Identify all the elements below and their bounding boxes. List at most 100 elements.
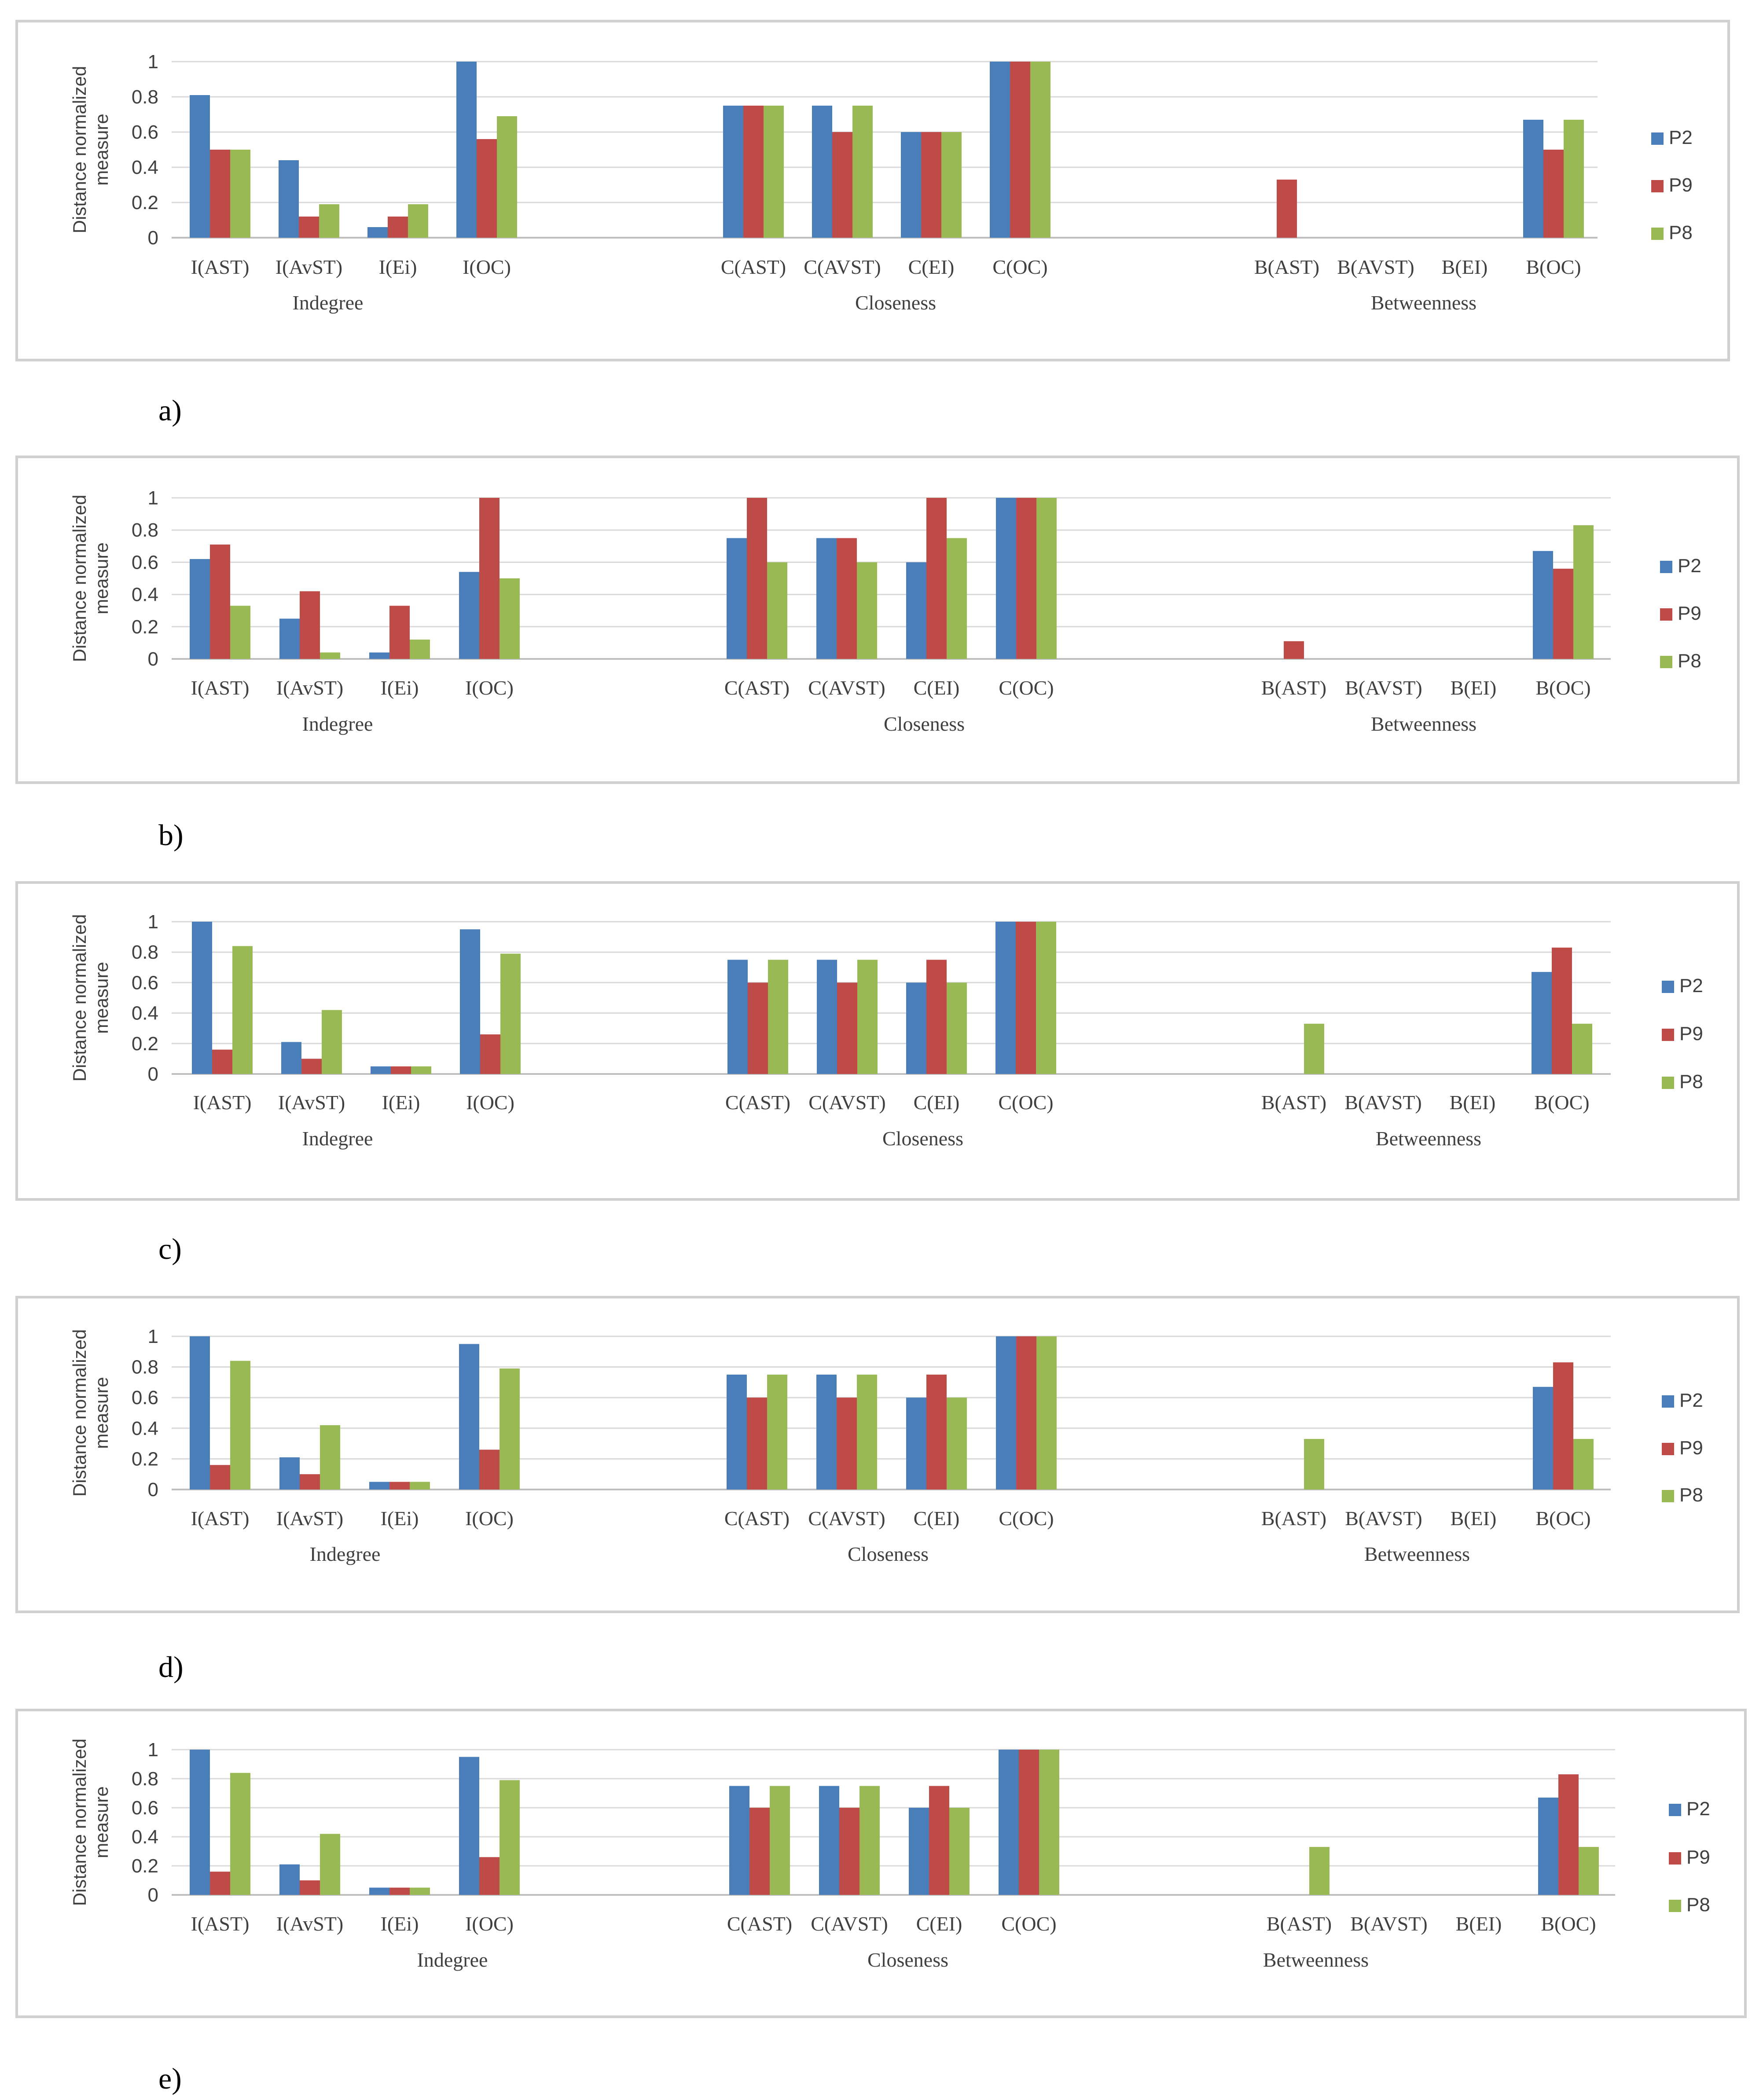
bar-p9-coc [1016, 498, 1036, 659]
bar-p8-cavst [859, 1786, 880, 1895]
bar-p8-cei [947, 1398, 967, 1489]
bar-p2-cei [906, 982, 926, 1074]
y-axis-label: Distance normalized measure [69, 1739, 112, 1906]
category-label: I(Ei) [382, 1091, 420, 1114]
bar-p9-boc [1553, 1362, 1573, 1489]
bar-p9-cast [747, 1398, 767, 1489]
bar-p8-bast [1309, 1847, 1330, 1895]
category-label: B(EI) [1451, 1507, 1497, 1530]
bar-p2-cavst [817, 960, 837, 1074]
bar-p9-boc [1552, 947, 1572, 1074]
category-label: B(AVST) [1345, 1507, 1422, 1530]
y-tick-label: 0.2 [132, 1033, 158, 1055]
category-label: I(AvST) [276, 1912, 343, 1935]
bar-p9-iei [391, 1066, 411, 1074]
bar-p9-coc [1010, 62, 1030, 238]
legend-label-p9: P9 [1678, 603, 1701, 624]
y-tick-label: 0.4 [132, 1418, 158, 1439]
y-tick-label: 1 [148, 1739, 158, 1761]
y-axis-label: Distance normalized measure [69, 66, 112, 234]
bar-p8-iavst [322, 1010, 342, 1074]
legend-swatch-p8 [1669, 1900, 1681, 1912]
bar-p2-iavst [279, 1864, 300, 1895]
bar-p2-cavst [816, 538, 837, 659]
bar-p8-ioc [500, 578, 520, 659]
bar-p8-iast [230, 1773, 250, 1895]
group-label: Indegree [293, 291, 364, 314]
category-label: B(AST) [1261, 1507, 1326, 1530]
bar-p8-boc [1573, 525, 1594, 659]
category-label: B(EI) [1450, 1091, 1496, 1114]
bar-p9-cavst [832, 132, 852, 238]
y-tick-label: 0.2 [132, 616, 158, 638]
bar-p9-ioc [480, 1034, 500, 1074]
bar-p8-ioc [500, 953, 521, 1074]
y-tick-label: 0 [148, 227, 158, 249]
legend-label-p8: P8 [1669, 222, 1693, 243]
bar-p9-cavst [839, 1808, 859, 1895]
category-label: B(EI) [1456, 1912, 1502, 1935]
category-label: C(EI) [914, 677, 960, 699]
bar-p2-coc [996, 498, 1016, 659]
bar-p2-ioc [456, 62, 477, 238]
y-tick-label: 1 [148, 487, 158, 509]
legend-swatch-p8 [1660, 656, 1672, 668]
legend-label-p2: P2 [1686, 1798, 1710, 1820]
bar-p8-iavst [320, 652, 340, 659]
category-label: C(OC) [999, 677, 1054, 699]
y-tick-label: 0.6 [132, 1797, 158, 1819]
y-axis-label: Distance normalized measure [69, 914, 112, 1082]
bar-p2-boc [1533, 551, 1553, 659]
bar-p9-boc [1543, 150, 1564, 238]
bar-p9-boc [1558, 1774, 1579, 1895]
category-label: B(EI) [1451, 677, 1497, 699]
bar-p2-ioc [459, 572, 479, 659]
panel-label: c) [158, 1232, 182, 1265]
bar-p8-cavst [857, 1375, 877, 1489]
bar-p8-cast [764, 106, 784, 238]
category-label: I(AvST) [275, 256, 342, 278]
bar-p2-cei [909, 1808, 929, 1895]
category-label: C(AST) [724, 677, 790, 699]
bar-p8-cavst [857, 562, 877, 659]
category-label: C(AVST) [804, 256, 881, 278]
bar-p8-bast [1304, 1439, 1324, 1489]
bar-p9-cavst [837, 1398, 857, 1489]
group-label: Betweenness [1371, 713, 1477, 735]
legend-swatch-p2 [1662, 1395, 1674, 1408]
bar-p2-cast [729, 1786, 749, 1895]
bar-p8-cast [767, 562, 787, 659]
y-axis-label-line2: measure [91, 114, 112, 185]
bar-p8-coc [1036, 1336, 1057, 1489]
y-tick-label: 0.4 [132, 1826, 158, 1848]
bar-p2-coc [990, 62, 1010, 238]
category-label: C(OC) [999, 1507, 1054, 1530]
y-tick-label: 0 [148, 1063, 158, 1085]
bar-p8-cavst [852, 106, 873, 238]
bar-p2-cei [906, 1398, 926, 1489]
legend-swatch-p8 [1662, 1077, 1674, 1089]
y-axis-label-line2: measure [91, 1377, 112, 1449]
bar-p9-cast [749, 1808, 770, 1895]
category-label: C(OC) [998, 1091, 1053, 1114]
category-label: I(AvST) [276, 1507, 343, 1530]
bar-p8-iavst [320, 1425, 340, 1489]
legend-swatch-p9 [1662, 1029, 1674, 1041]
group-label: Closeness [882, 1127, 963, 1150]
bar-p8-cast [770, 1786, 790, 1895]
bar-p9-cei [921, 132, 941, 238]
bar-p9-iei [388, 217, 408, 238]
category-label: I(Ei) [379, 256, 417, 278]
legend-label-p2: P2 [1669, 127, 1693, 148]
legend-label-p8: P8 [1686, 1894, 1710, 1916]
bar-p8-boc [1564, 120, 1584, 238]
group-label: Closeness [855, 291, 936, 314]
category-label: I(OC) [465, 677, 514, 699]
category-label: C(AST) [721, 256, 786, 278]
y-tick-label: 0.6 [132, 972, 158, 993]
y-axis-label-line1: Distance normalized [69, 1329, 90, 1497]
category-label: C(AVST) [808, 1091, 886, 1114]
y-axis-label-line1: Distance normalized [69, 66, 90, 234]
y-tick-label: 0.6 [132, 1387, 158, 1409]
